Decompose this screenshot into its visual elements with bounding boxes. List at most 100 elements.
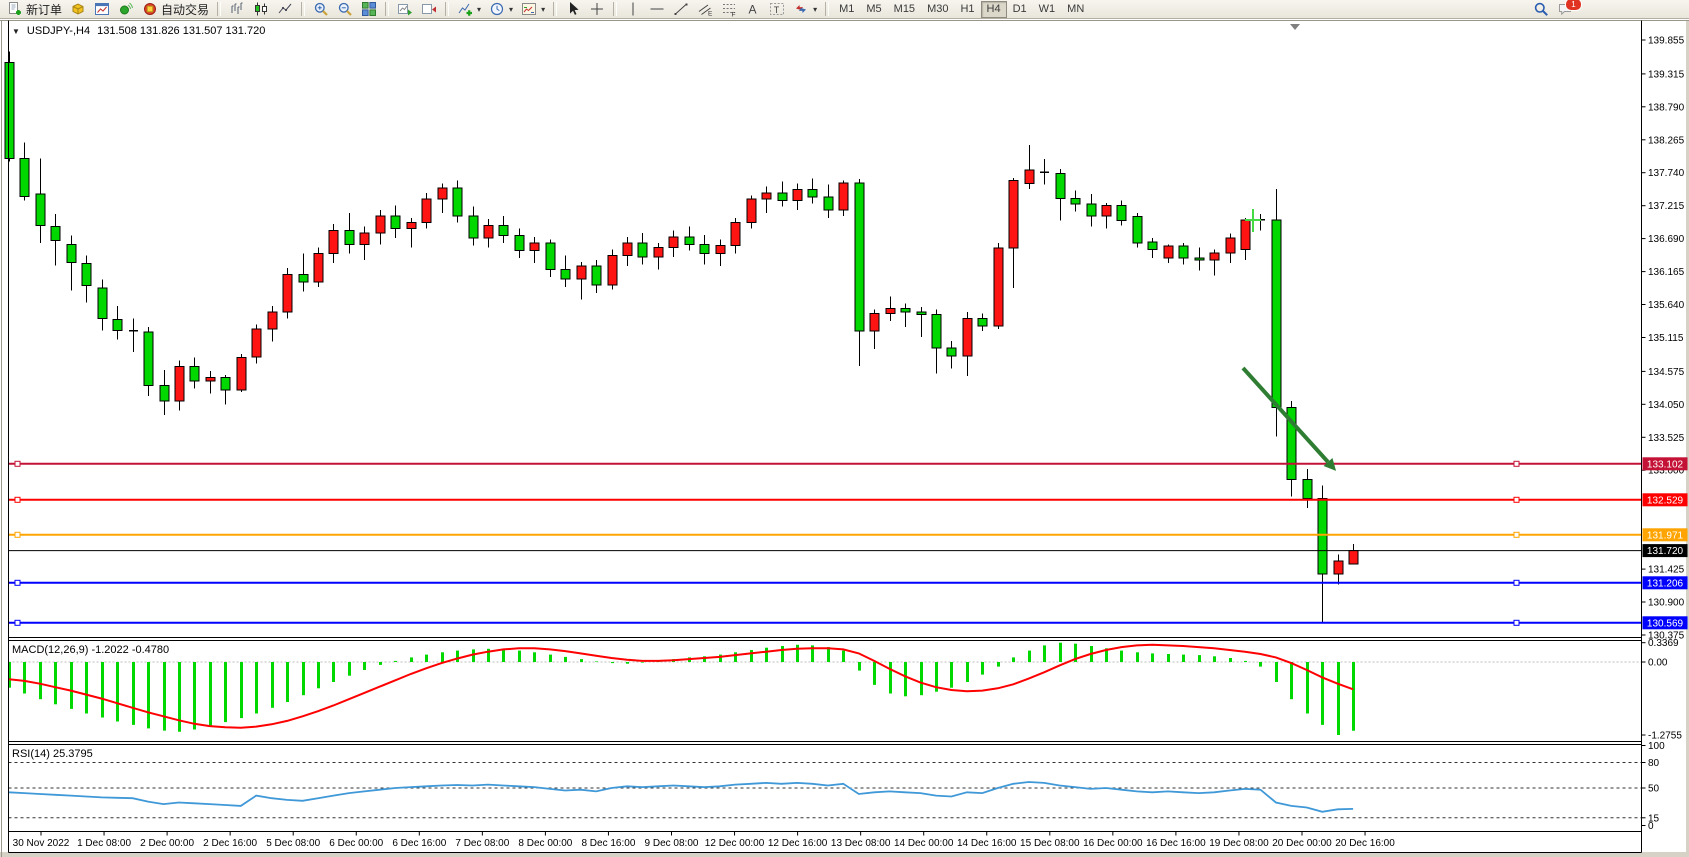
signal-icon [118, 1, 134, 17]
period-W1-button[interactable]: W1 [1033, 1, 1062, 18]
svg-text:2 Dec 16:00: 2 Dec 16:00 [203, 838, 257, 849]
svg-text:135.115: 135.115 [1648, 333, 1684, 344]
notifications-button[interactable]: 1 [1553, 0, 1582, 18]
svg-text:14 Dec 16:00: 14 Dec 16:00 [957, 838, 1017, 849]
svg-text:13 Dec 08:00: 13 Dec 08:00 [831, 838, 891, 849]
period-M1-button[interactable]: M1 [833, 1, 860, 18]
chart-shift-marker[interactable] [1290, 24, 1300, 30]
arrows-button[interactable]: ▾ [789, 1, 821, 18]
zoom-in-icon [313, 1, 329, 17]
price-axis[interactable]: 139.855 139.315 138.790 138.265 137.740 137.2… [1641, 36, 1685, 833]
pane-borders [0, 20, 1689, 857]
chart-symbol-period: USDJPY-,H4 [26, 25, 91, 37]
horizontal-line[interactable] [8, 460, 1642, 467]
period-M30-button[interactable]: M30 [921, 1, 954, 18]
period-M5-button[interactable]: M5 [860, 1, 887, 18]
horizontal-line[interactable] [8, 579, 1642, 586]
candlestick-mode-button[interactable] [249, 1, 273, 18]
price-label-box: 132.529 [1642, 493, 1688, 507]
svg-text:50: 50 [1648, 784, 1660, 795]
zoom-in-button[interactable] [309, 1, 333, 18]
svg-text:15 Dec 08:00: 15 Dec 08:00 [1020, 838, 1080, 849]
templates-icon [521, 1, 537, 17]
templates-button[interactable]: ▾ [517, 1, 549, 18]
toolbar-separator [825, 2, 830, 16]
svg-text:19 Dec 08:00: 19 Dec 08:00 [1209, 838, 1269, 849]
chart-shift-button[interactable] [417, 1, 441, 18]
button-label: M15 [893, 3, 916, 15]
tile-windows-button[interactable] [357, 1, 381, 18]
line-chart-mode-button[interactable] [273, 1, 297, 18]
fibonacci-button[interactable]: F [717, 1, 741, 19]
macd-signal-line [8, 643, 1354, 729]
svg-text:12 Dec 16:00: 12 Dec 16:00 [768, 838, 828, 849]
cross-marker-annotation[interactable] [1245, 209, 1261, 232]
button-label: M30 [927, 3, 949, 15]
cube-icon [70, 1, 86, 17]
collapse-icon[interactable]: ▼ [12, 26, 20, 36]
svg-text:138.790: 138.790 [1648, 102, 1685, 113]
new-order-button[interactable]: 新订单 [3, 1, 66, 18]
horizontal-line-button[interactable] [645, 1, 669, 18]
symbols-button[interactable] [66, 1, 90, 18]
arrow-annotation[interactable] [1241, 366, 1337, 471]
svg-text:80: 80 [1648, 758, 1660, 769]
time-axis[interactable]: 30 Nov 2022 1 Dec 08:00 2 Dec 00:00 2 Dec 1… [13, 831, 1396, 850]
new-order-icon [7, 1, 23, 17]
button-label: M5 [866, 3, 882, 15]
rsi-label: RSI(14) 25.3795 [12, 748, 93, 760]
svg-text:131.720: 131.720 [1647, 546, 1684, 557]
svg-text:T: T [774, 5, 780, 15]
text-button[interactable]: A [741, 1, 765, 18]
svg-text:134.050: 134.050 [1648, 400, 1685, 411]
period-H1-button[interactable]: H1 [954, 1, 980, 18]
signals-button[interactable] [114, 1, 138, 18]
period-M15-button[interactable]: M15 [888, 1, 921, 18]
svg-text:132.529: 132.529 [1647, 495, 1684, 506]
channel-icon: E [697, 1, 713, 18]
cursor-button[interactable] [561, 1, 585, 18]
trendline-icon [673, 1, 689, 17]
horizontal-line[interactable] [8, 531, 1642, 538]
svg-text:130.900: 130.900 [1648, 598, 1685, 609]
period-MN-button[interactable]: MN [1061, 1, 1090, 18]
equidistant-channel-button[interactable]: E [693, 1, 717, 18]
svg-text:130.569: 130.569 [1647, 618, 1684, 629]
periods-button[interactable]: ▾ [485, 1, 517, 18]
svg-text:133.000: 133.000 [1648, 466, 1685, 477]
toolbar: 新订单 自动交易 ▾ ▾ ▾ E F A T ▾ M1 M5 M15 M30 H1 H4 D1 W1 MN 1 [0, 0, 1689, 19]
svg-text:137.215: 137.215 [1648, 201, 1685, 212]
hline-icon [649, 1, 665, 17]
arrows-icon [793, 1, 809, 17]
text-label-button[interactable]: T [765, 1, 789, 18]
crosshair-button[interactable] [585, 1, 609, 18]
clock-icon [489, 1, 505, 17]
zoom-out-button[interactable] [333, 1, 357, 18]
indicators-button[interactable]: ▾ [453, 1, 485, 18]
svg-text:F: F [732, 12, 736, 18]
search-button[interactable] [1529, 1, 1553, 18]
button-label: MN [1067, 3, 1085, 15]
period-H4-button[interactable]: H4 [980, 0, 1007, 18]
text-icon: A [745, 1, 761, 17]
button-label: 自动交易 [161, 2, 210, 17]
svg-text:8 Dec 00:00: 8 Dec 00:00 [518, 838, 572, 849]
auto-scroll-button[interactable] [393, 1, 417, 18]
price-label-box: 131.720 [1642, 544, 1688, 558]
price-label-box: 131.206 [1642, 576, 1688, 590]
auto-trading-button[interactable]: 自动交易 [138, 1, 213, 18]
chevron-down-icon: ▾ [477, 4, 482, 14]
horizontal-line[interactable] [8, 619, 1642, 626]
new-chart-button[interactable] [90, 1, 114, 18]
trendline-button[interactable] [669, 1, 693, 18]
vertical-line-button[interactable] [621, 1, 645, 18]
period-D1-button[interactable]: D1 [1007, 1, 1033, 18]
horizontal-line[interactable] [8, 496, 1642, 503]
button-label: D1 [1012, 3, 1027, 15]
svg-text:7 Dec 08:00: 7 Dec 08:00 [455, 838, 509, 849]
bar-chart-mode-button[interactable] [225, 1, 249, 18]
toolbar-separator [301, 2, 306, 16]
svg-text:9 Dec 08:00: 9 Dec 08:00 [645, 838, 699, 849]
toolbar-separator [445, 2, 450, 16]
